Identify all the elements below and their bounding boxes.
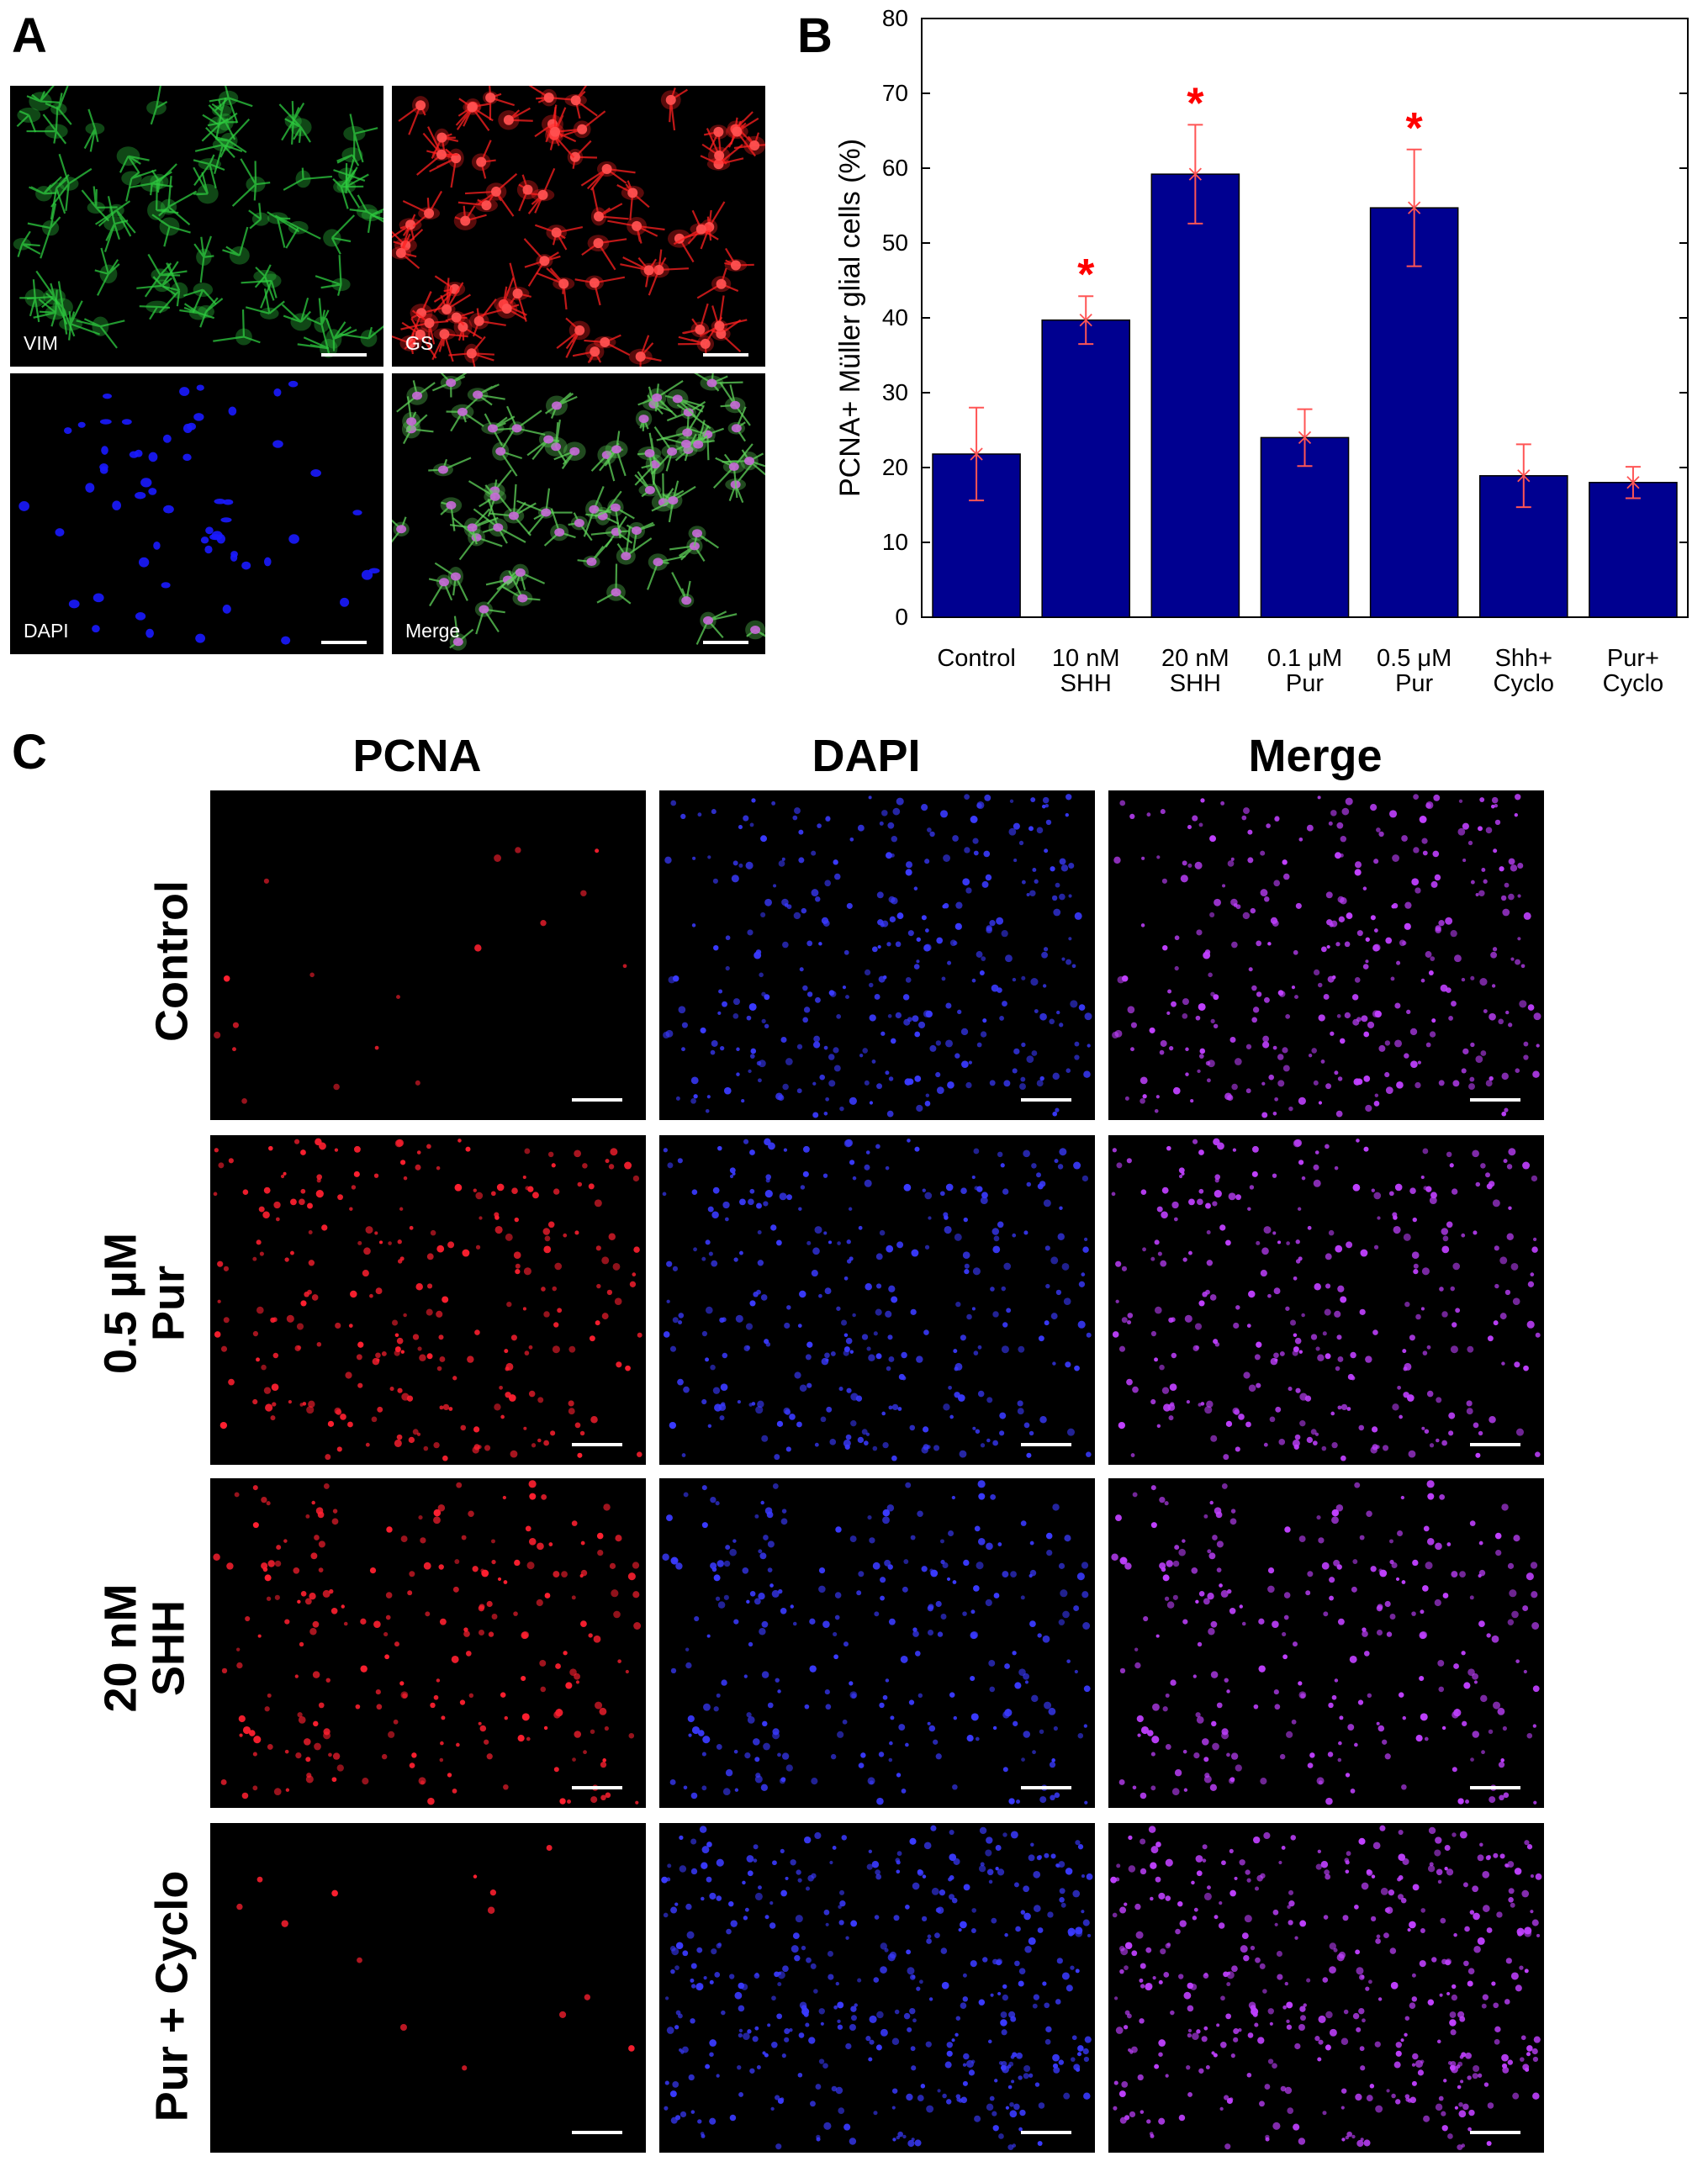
x-tick-label: 0.5 μM (1377, 645, 1452, 672)
row-header-line: Control (146, 880, 198, 1042)
scale-bar (1470, 1786, 1520, 1789)
micrograph-dapi (659, 790, 1095, 1120)
tile-label: Merge (405, 620, 461, 642)
mean-marker (970, 447, 983, 461)
micrograph-pcna (210, 1135, 646, 1465)
scale-bar (572, 2131, 622, 2134)
micrograph-merge (1108, 1135, 1544, 1465)
y-tick-label: 60 (882, 155, 908, 181)
mean-marker (1298, 431, 1312, 445)
x-tick-label: 0.1 μM (1267, 645, 1342, 672)
micrograph-merge (1108, 1823, 1544, 2153)
y-axis-label: PCNA+ Müller glial cells (%) (834, 139, 866, 497)
significance-marker: * (1077, 251, 1095, 299)
y-tick-label: 40 (882, 304, 908, 330)
x-tick-label: 10 nM (1052, 645, 1120, 672)
x-tick-label: SHH (1060, 670, 1112, 697)
y-tick-label: 20 (882, 454, 908, 480)
significance-marker: * (1187, 79, 1204, 128)
y-tick-label: 70 (882, 80, 908, 106)
scale-bar (1021, 1443, 1071, 1446)
panel-letter-c: C (12, 725, 47, 779)
row-header-pur-cyclo: Pur + Cyclo (146, 1870, 198, 2122)
panel-letter-b: B (797, 8, 833, 63)
column-header-merge: Merge (1248, 731, 1383, 781)
micrograph-dapi (659, 1135, 1095, 1465)
micrograph-dapi (659, 1823, 1095, 2153)
tile-label: GS (405, 332, 434, 354)
y-tick-label: 10 (882, 529, 908, 555)
bar (1150, 173, 1240, 618)
tile-label: DAPI (24, 620, 69, 642)
scale-bar (703, 353, 748, 357)
x-tick-label: Pur (1286, 670, 1324, 697)
scale-bar (321, 641, 367, 644)
bar (1369, 207, 1459, 618)
row-header-control: Control (146, 880, 198, 1042)
x-tick-label: Cyclo (1494, 670, 1555, 697)
row-header-line: 20 nM (95, 1583, 146, 1713)
scale-bar (572, 1443, 622, 1446)
y-tick-label: 50 (882, 230, 908, 256)
scale-bar (1021, 2131, 1071, 2134)
scale-bar (1021, 1098, 1071, 1102)
micrograph-pcna (210, 1478, 646, 1808)
row-header-line: Pur (143, 1265, 193, 1342)
micrograph-pcna (210, 1823, 646, 2153)
mean-marker (1408, 201, 1421, 214)
mean-marker (1188, 167, 1202, 181)
x-tick-label: Pur+ (1607, 645, 1659, 672)
scale-bar (1470, 1443, 1520, 1446)
row-header-line: Pur + Cyclo (146, 1870, 198, 2122)
column-header-dapi: DAPI (812, 731, 921, 781)
x-tick-label: Control (937, 645, 1016, 672)
micrograph-dapi: DAPI (10, 373, 383, 654)
micrograph-merge (1108, 1478, 1544, 1808)
micrograph-vim: VIM (10, 86, 383, 367)
significance-marker: * (1406, 104, 1424, 153)
panel-letter-a: A (12, 8, 47, 63)
row-header-line: 0.5 μM (95, 1232, 146, 1375)
y-tick-label: 0 (895, 604, 908, 630)
column-header-pcna: PCNA (352, 731, 482, 781)
bar (1260, 436, 1350, 618)
scale-bar (1470, 2131, 1520, 2134)
row-header-pur: 0.5 μM Pur (95, 1232, 193, 1375)
x-tick-label: Shh+ (1495, 645, 1553, 672)
scale-bar (703, 641, 748, 644)
tile-label: VIM (24, 332, 58, 354)
scale-bar (572, 1786, 622, 1789)
bar (1589, 482, 1678, 618)
micrograph-merge (1108, 790, 1544, 1120)
scale-bar (1470, 1098, 1520, 1102)
micrograph-merge: Merge (392, 373, 765, 654)
x-tick-label: SHH (1170, 670, 1221, 697)
mean-marker (1517, 469, 1531, 483)
bar (1041, 319, 1131, 618)
micrograph-pcna (210, 790, 646, 1120)
micrograph-dapi (659, 1478, 1095, 1808)
mean-marker (1079, 314, 1092, 327)
scale-bar (1021, 1786, 1071, 1789)
row-header-line: SHH (143, 1599, 193, 1697)
scale-bar (572, 1098, 622, 1102)
y-tick-label: 80 (882, 5, 908, 31)
y-tick-label: 30 (882, 379, 908, 405)
mean-marker (1626, 476, 1640, 489)
x-tick-label: Cyclo (1603, 670, 1664, 697)
row-header-shh: 20 nM SHH (95, 1583, 193, 1713)
x-tick-label: Pur (1395, 670, 1433, 697)
x-tick-label: 20 nM (1161, 645, 1229, 672)
micrograph-gs: GS (392, 86, 765, 367)
scale-bar (321, 353, 367, 357)
